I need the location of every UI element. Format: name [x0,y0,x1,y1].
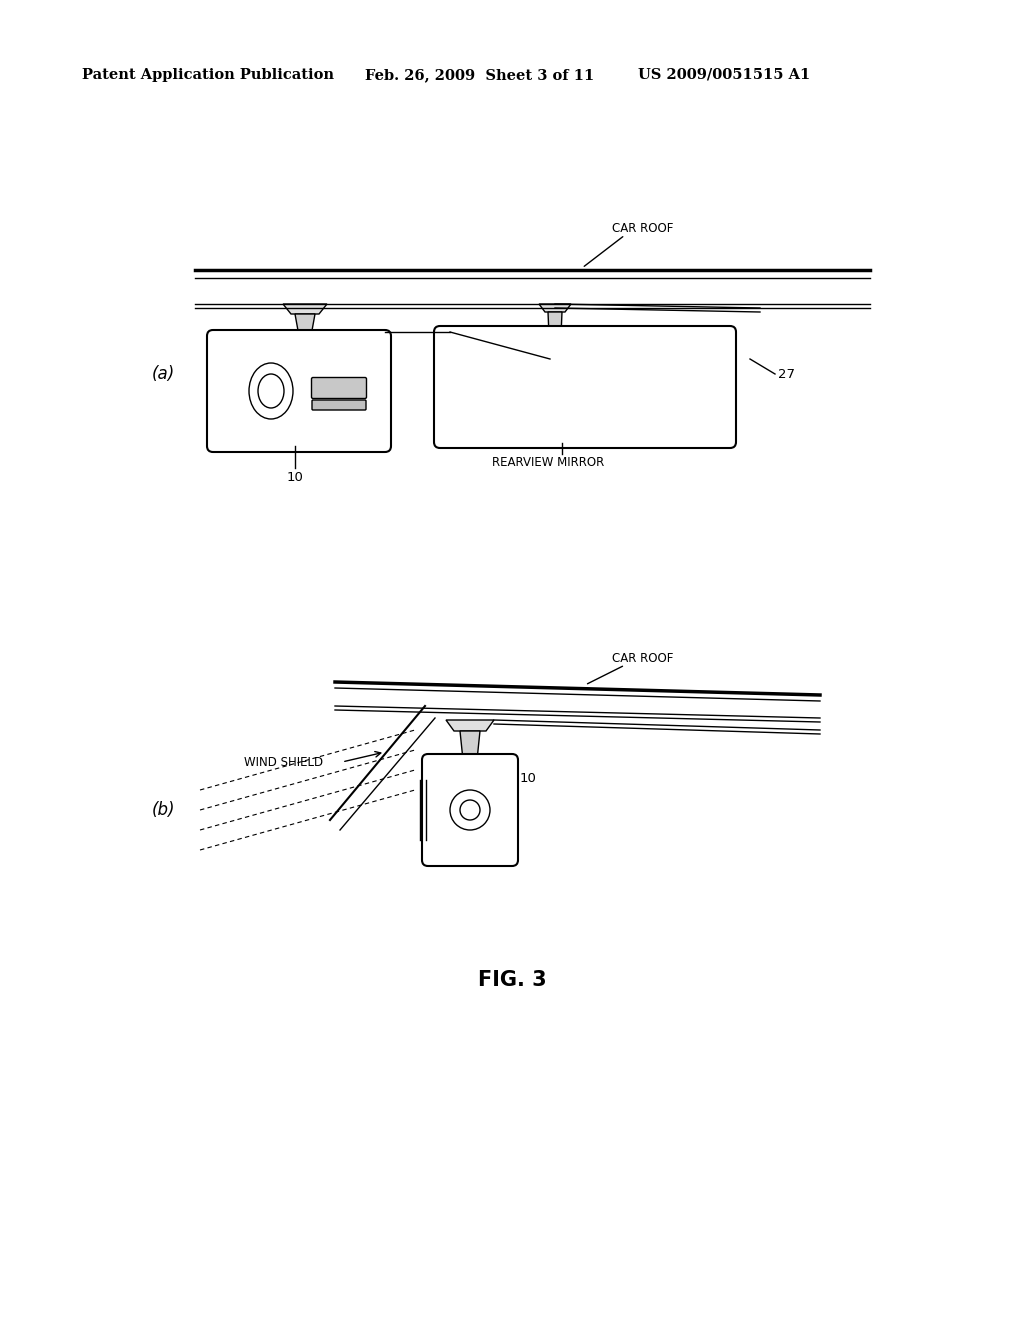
Text: FIG. 3: FIG. 3 [477,970,547,990]
Text: WIND SHIELD: WIND SHIELD [244,755,324,768]
Text: Patent Application Publication: Patent Application Publication [82,69,334,82]
Text: Feb. 26, 2009  Sheet 3 of 11: Feb. 26, 2009 Sheet 3 of 11 [365,69,594,82]
Circle shape [450,789,490,830]
Ellipse shape [249,363,293,418]
Polygon shape [283,304,327,314]
FancyBboxPatch shape [312,400,366,411]
Text: US 2009/0051515 A1: US 2009/0051515 A1 [638,69,810,82]
FancyBboxPatch shape [311,378,367,399]
Text: 10: 10 [520,771,537,784]
Ellipse shape [258,374,284,408]
Text: 10: 10 [287,471,303,484]
Polygon shape [539,304,571,312]
Text: 27: 27 [778,367,795,380]
FancyBboxPatch shape [434,326,736,447]
Text: (b): (b) [152,801,175,818]
Text: REARVIEW MIRROR: REARVIEW MIRROR [492,455,604,469]
Text: (a): (a) [152,366,175,383]
Polygon shape [460,731,480,760]
Circle shape [460,800,480,820]
Text: CAR ROOF: CAR ROOF [612,652,674,664]
Text: CAR ROOF: CAR ROOF [612,222,674,235]
Polygon shape [548,312,562,359]
Polygon shape [446,719,494,731]
Polygon shape [295,314,315,337]
FancyBboxPatch shape [207,330,391,451]
FancyBboxPatch shape [422,754,518,866]
